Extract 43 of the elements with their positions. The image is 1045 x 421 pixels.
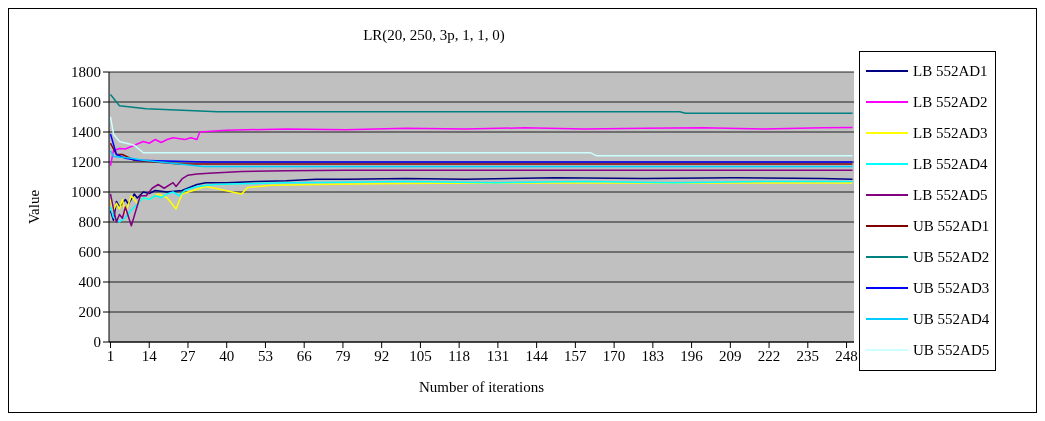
y-tick-label: 400: [78, 274, 101, 291]
x-tick-label: 105: [409, 347, 432, 364]
legend-label: UB 552AD4: [913, 310, 990, 328]
legend-label: LB 552AD3: [913, 124, 988, 142]
y-axis-title: Value: [26, 189, 43, 225]
legend-label: UB 552AD3: [913, 279, 990, 297]
legend-label: LB 552AD4: [913, 155, 988, 173]
x-axis-title: Number of iterations: [419, 379, 545, 395]
x-tick-label: 170: [602, 347, 626, 364]
x-tick-label: 183: [641, 347, 665, 364]
x-tick-label: 40: [219, 347, 235, 364]
y-tick-label: 1400: [71, 124, 101, 141]
legend-label: UB 552AD5: [913, 341, 990, 359]
y-tick-label: 1600: [71, 94, 101, 111]
x-tick-label: 209: [719, 347, 742, 364]
legend-label: LB 552AD1: [913, 62, 988, 80]
y-tick-label: 600: [78, 244, 101, 261]
legend-label: UB 552AD1: [913, 217, 990, 235]
legend-label: LB 552AD5: [913, 186, 988, 204]
x-tick-label: 79: [335, 347, 351, 364]
chart-title: LR(20, 250, 3p, 1, 1, 0): [363, 27, 505, 43]
x-tick-label: 27: [180, 347, 196, 364]
y-tick-label: 0: [93, 334, 101, 351]
x-tick-label: 222: [757, 347, 781, 364]
x-tick-label: 1: [106, 347, 115, 364]
x-tick-label: 157: [564, 347, 588, 364]
x-tick-label: 53: [257, 347, 273, 364]
y-tick-label: 800: [78, 214, 101, 231]
x-tick-label: 144: [525, 347, 549, 364]
x-tick-label: 92: [374, 347, 390, 364]
y-tick-label: 1800: [71, 64, 101, 81]
x-tick-label: 131: [486, 347, 510, 364]
x-tick-label: 248: [835, 347, 858, 364]
x-tick-label: 235: [796, 347, 820, 364]
y-tick-label: 1200: [71, 154, 101, 171]
y-tick-label: 1000: [71, 184, 101, 201]
x-tick-label: 118: [448, 347, 471, 364]
legend-label: UB 552AD2: [913, 248, 990, 266]
y-tick-label: 200: [78, 304, 101, 321]
x-tick-label: 14: [141, 347, 158, 364]
x-tick-label: 66: [296, 347, 313, 364]
x-tick-label: 196: [680, 347, 704, 364]
legend-label: LB 552AD2: [913, 93, 988, 111]
